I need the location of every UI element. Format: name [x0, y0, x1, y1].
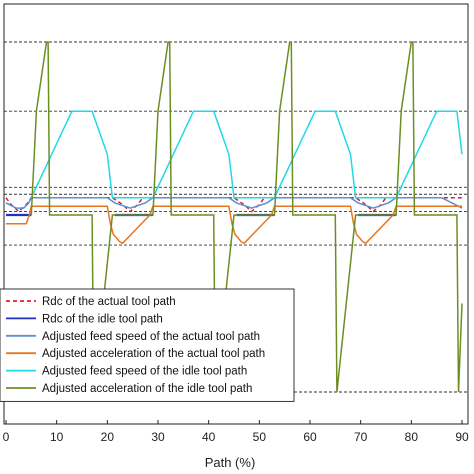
x-tick-label-0: 0 — [3, 430, 10, 444]
x-tick-label-9: 90 — [455, 430, 469, 444]
legend: Rdc of the actual tool path Rdc of the id… — [0, 288, 295, 402]
x-tick-label-4: 40 — [202, 430, 216, 444]
series-line-2 — [5, 196, 463, 209]
x-tick-label-3: 30 — [151, 430, 165, 444]
series-line-4 — [30, 110, 463, 199]
x-axis: 0 10 20 30 40 50 60 70 80 90 — [3, 3, 469, 444]
x-tick-label-2: 20 — [101, 430, 115, 444]
x-tick-label-1: 10 — [50, 430, 64, 444]
series-line-0 — [5, 196, 462, 213]
legend-entry-4: Adjusted feed speed of the idle tool pat… — [42, 366, 247, 378]
legend-entry-1: Rdc of the idle tool path — [42, 313, 163, 325]
legend-entry-0: Rdc of the actual tool path — [42, 296, 176, 308]
x-tick-label-6: 60 — [303, 430, 317, 444]
x-tick-label-8: 80 — [405, 430, 419, 444]
legend-entry-5: Adjusted acceleration of the idle tool p… — [42, 383, 252, 395]
legend-entry-3: Adjusted acceleration of the actual tool… — [42, 348, 265, 360]
legend-box — [0, 288, 295, 402]
plot-frame — [3, 3, 469, 425]
x-tick-label-7: 70 — [354, 430, 368, 444]
x-tick-label-5: 50 — [253, 430, 267, 444]
x-axis-label: Path (%) — [205, 455, 256, 470]
legend-entry-2: Adjusted feed speed of the actual tool p… — [42, 331, 260, 343]
series-line-3 — [6, 205, 462, 245]
